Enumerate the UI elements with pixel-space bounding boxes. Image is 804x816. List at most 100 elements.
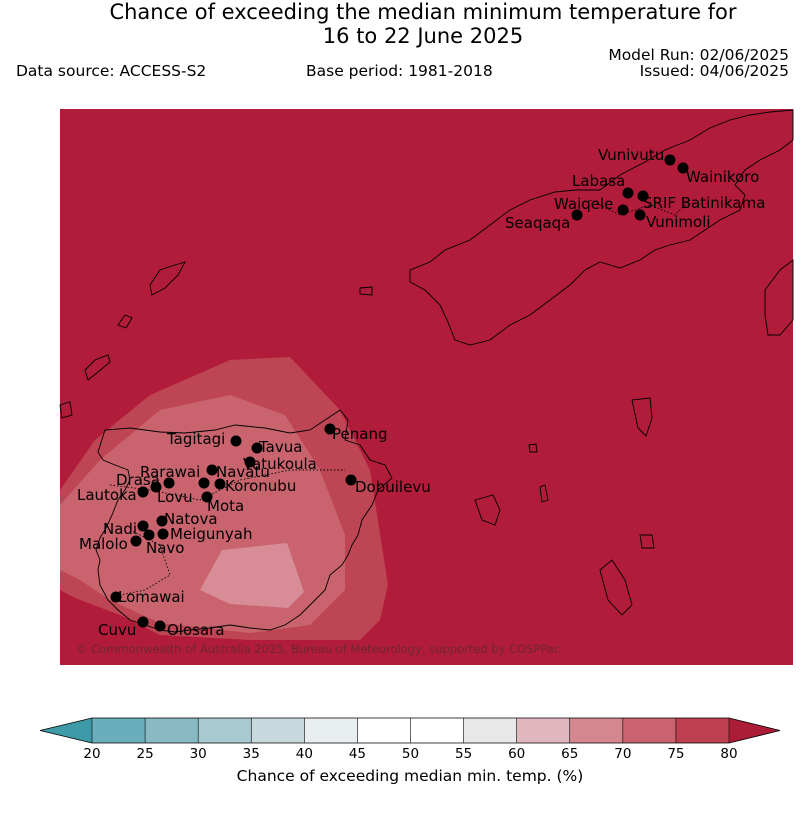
colorbar-tick-label: 40 [296,746,313,762]
station-label: Wainikoro [686,168,759,186]
colorbar-tick-label: 30 [190,746,207,762]
colorbar-cell [675,718,730,743]
station-label: Natova [164,510,218,528]
station-marker [622,187,634,199]
station-layer: Vunivutu Wainikoro Labasa SRIF Batinikama Wa… [77,146,765,639]
station-label: Koronubu [225,477,296,495]
station-marker [156,515,168,527]
colorbar-cell [198,718,252,743]
station-marker [206,464,218,476]
colorbar-cell [357,718,411,743]
colorbar-tick-label: 35 [243,746,260,762]
coastline-islet-c [474,494,501,526]
station-marker [345,474,357,486]
colorbar-cell [622,718,677,743]
colorbar-cell [410,718,465,743]
colorbar-tick-label: 55 [455,746,472,762]
station-label: Navatu [216,463,270,481]
title-line-1: Chance of exceeding the median minimum t… [109,0,737,24]
issued-text: Issued: 04/06/2025 [639,62,789,80]
station-label: Olosara [167,621,225,639]
colorbar-cell [516,718,571,743]
colorbar-over-triangle [729,718,780,743]
station-marker [677,162,689,174]
station-label: Cuvu [98,621,136,639]
station-label: Lautoka [77,486,137,504]
station-label: Malolo [79,535,128,553]
station-marker [571,209,583,221]
station-marker [198,477,210,489]
coastline-islet-i [359,286,373,296]
colorbar-cell [304,718,358,743]
station-marker [637,190,649,202]
coastline-islet-b [599,559,633,616]
coastline-islet-d [539,484,549,503]
colorbar-cell [251,718,305,743]
map-title: Chance of exceeding the median minimum t… [0,0,804,48]
station-marker [244,456,256,468]
station-label: Drasa [116,471,160,489]
colorbar-cell [569,718,624,743]
colorbar-tick-label: 25 [136,746,153,762]
colorbar-tick-label: 50 [402,746,419,762]
copyright-text: © Commonwealth of Australia 2025, Bureau… [76,642,560,656]
station-marker [143,529,155,541]
colorbar-tick-label: 60 [508,746,525,762]
station-label: Navo [146,539,184,557]
colorbar-label: Chance of exceeding median min. temp. (%… [237,767,584,785]
contour-60-65 [200,543,304,608]
colorbar-tick-label: 65 [561,746,578,762]
station-marker [137,520,149,532]
coastline-vanua-levu [409,109,794,346]
station-marker [664,154,676,166]
station-label: Rarawai [140,463,200,481]
coastlines [59,109,794,633]
station-label: Seaqaqa [505,214,570,232]
station-label: SRIF Batinikama [643,194,765,212]
station-marker [163,477,175,489]
station-label: Lovu [157,488,193,506]
station-marker [154,620,166,632]
station-marker [634,209,646,221]
station-label: Penang [332,425,387,443]
station-label: Labasa [572,172,625,190]
colorbar-tick-label: 70 [614,746,631,762]
station-marker [251,442,263,454]
coastline-islet-h [59,401,73,419]
base-period-text: Base period: 1981-2018 [306,62,493,80]
station-label: Tagitagi [166,430,225,448]
station-marker [137,486,149,498]
coastline-islet-j [639,534,655,549]
station-marker [137,616,149,628]
model-run-text: Model Run: 02/06/2025 [608,46,789,64]
colorbar-tick-label: 20 [83,746,100,762]
station-label: Mota [207,497,244,515]
coastline-islet-a [631,397,653,437]
station-marker [230,435,242,447]
station-label: Vunivutu [598,146,664,164]
coastline-viti-levu [95,409,393,633]
station-marker [617,204,629,216]
station-label: Vatukoula [243,455,317,473]
coastline-islet-g [117,314,133,329]
coastline-islet-e [149,261,186,296]
coastline-islet-f [84,354,111,381]
colorbar-tick-label: 80 [720,746,737,762]
station-label: Tavua [258,438,302,456]
colorbar-cell [463,718,518,743]
colorbar-tick-label: 45 [349,746,366,762]
station-label: Waiqele [554,195,613,213]
title-line-2: 16 to 22 June 2025 [322,24,524,48]
station-marker [157,528,169,540]
station-label: Lomawai [118,588,185,606]
colorbar-tick-label: 75 [667,746,684,762]
station-marker [324,423,336,435]
data-source-text: Data source: ACCESS-S2 [16,62,207,80]
station-label: Meigunyah [170,525,252,543]
station-marker [201,491,213,503]
station-marker [150,481,162,493]
coastline-islet-k [528,443,538,453]
coastline-taveuni [764,259,794,336]
colorbar-cell [92,718,146,743]
